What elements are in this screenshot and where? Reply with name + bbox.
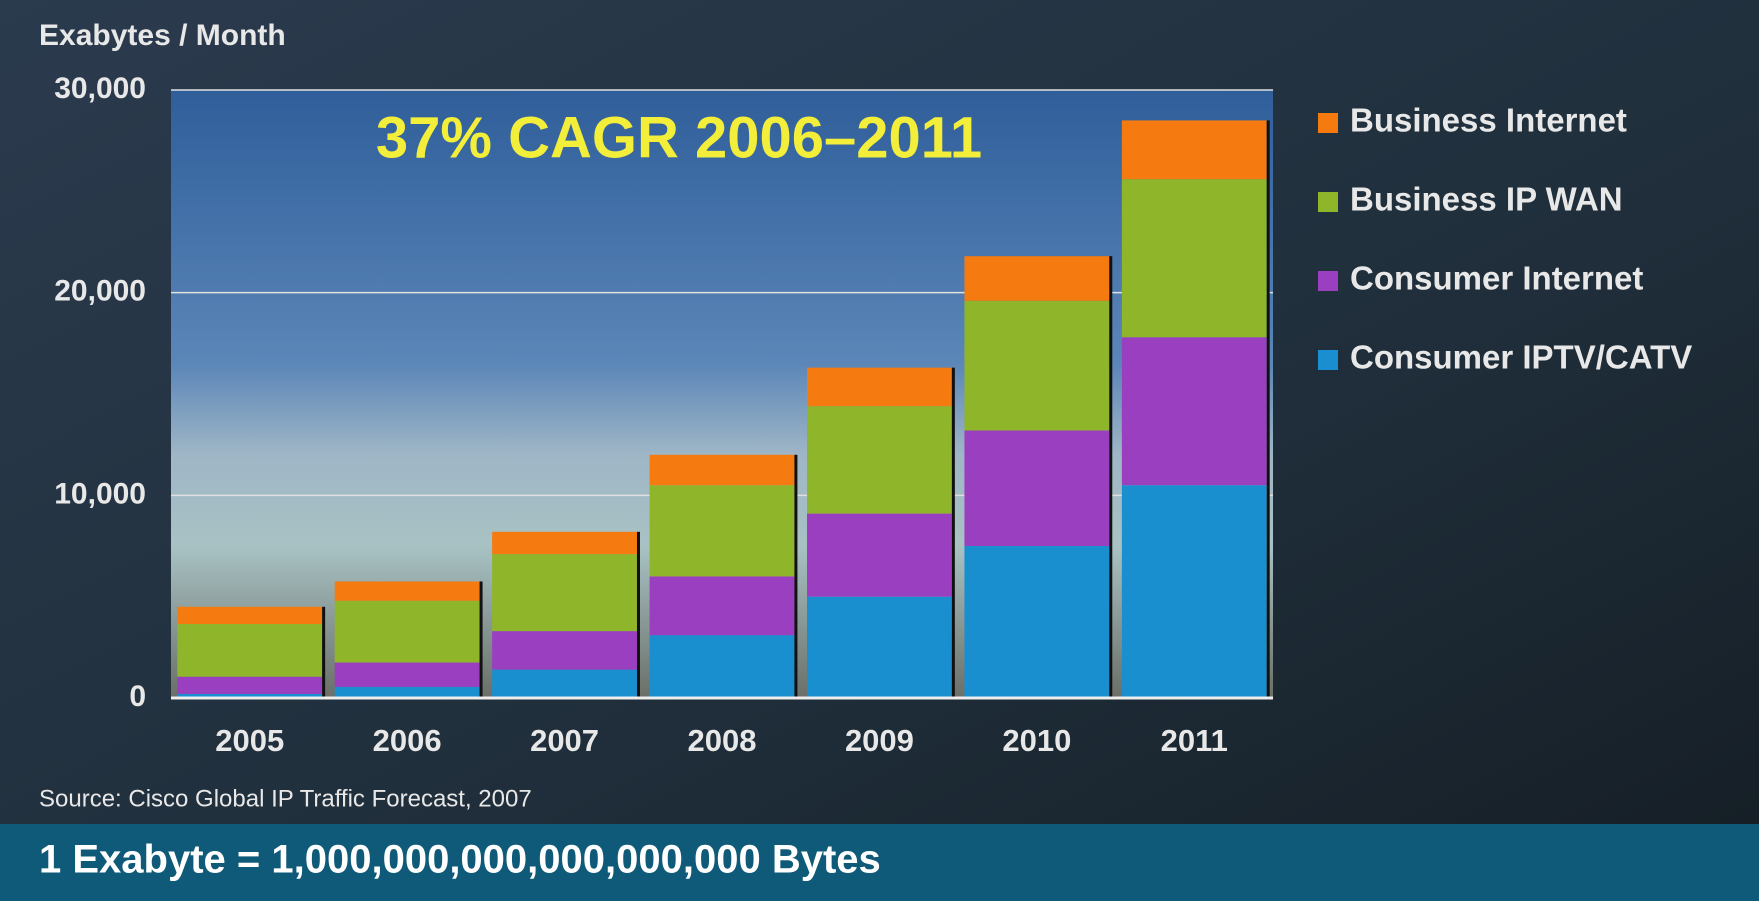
bar-segment xyxy=(649,635,795,698)
legend-swatch xyxy=(1318,350,1338,370)
bar-shadow xyxy=(1109,256,1113,698)
bar-shadow xyxy=(794,454,798,698)
bar-segment xyxy=(177,624,323,677)
bar-segment xyxy=(807,367,952,407)
y-tick-label: 20,000 xyxy=(54,275,146,308)
bar-segment xyxy=(177,693,323,698)
x-tick-label: 2008 xyxy=(688,723,757,758)
y-axis-label: Exabytes / Month xyxy=(39,19,286,52)
bar-shadow xyxy=(636,531,640,698)
bar-segment xyxy=(807,406,952,514)
x-tick-label: 2010 xyxy=(1002,723,1071,758)
bar-segment xyxy=(334,662,480,687)
bar-shadow xyxy=(479,581,483,698)
bar-shadow xyxy=(322,606,326,698)
bar-segment xyxy=(492,669,637,698)
bar-segment xyxy=(649,485,795,577)
legend-swatch xyxy=(1318,192,1338,212)
bar-segment xyxy=(1121,485,1267,698)
legend-swatch xyxy=(1318,113,1338,133)
bar-segment xyxy=(492,631,637,670)
bar-segment xyxy=(649,454,795,486)
legend-label: Consumer IPTV/CATV xyxy=(1350,339,1692,376)
y-tick-label: 30,000 xyxy=(54,72,146,105)
bar-segment xyxy=(964,430,1110,546)
bar-segment xyxy=(492,554,637,632)
bar-segment xyxy=(1121,179,1267,338)
legend-label: Consumer Internet xyxy=(1350,260,1643,297)
annotation: 37% CAGR 2006–2011 xyxy=(376,105,982,170)
bar-segment xyxy=(807,596,952,698)
source: Source: Cisco Global IP Traffic Forecast… xyxy=(39,785,532,812)
x-tick-label: 2011 xyxy=(1161,723,1228,758)
bar-segment xyxy=(334,600,480,663)
bar-segment xyxy=(492,531,637,555)
footer-bar xyxy=(0,824,1759,901)
bar-segment xyxy=(177,676,323,694)
bar-segment xyxy=(649,576,795,636)
bar-shadow xyxy=(951,367,955,698)
bar-segment xyxy=(964,546,1110,698)
legend-swatch xyxy=(1318,271,1338,291)
bar-segment xyxy=(807,513,952,597)
bar-segment xyxy=(964,300,1110,431)
bar-segment xyxy=(1121,120,1267,180)
bar-shadow xyxy=(1266,120,1270,698)
bar-segment xyxy=(334,686,480,698)
legend-label: Business Internet xyxy=(1350,102,1627,139)
y-tick-label: 0 xyxy=(129,680,146,713)
bar-segment xyxy=(334,581,480,601)
x-tick-label: 2007 xyxy=(530,723,599,758)
bar-segment xyxy=(964,256,1110,301)
footer: 1 Exabyte = 1,000,000,000,000,000,000 By… xyxy=(39,838,881,882)
x-tick-label: 2006 xyxy=(373,723,442,758)
bar-segment xyxy=(177,606,323,625)
bar-segment xyxy=(1121,337,1267,486)
x-tick-label: 2005 xyxy=(215,723,284,758)
legend-label: Business IP WAN xyxy=(1350,181,1623,218)
y-tick-label: 10,000 xyxy=(54,477,146,510)
x-tick-label: 2009 xyxy=(845,723,914,758)
